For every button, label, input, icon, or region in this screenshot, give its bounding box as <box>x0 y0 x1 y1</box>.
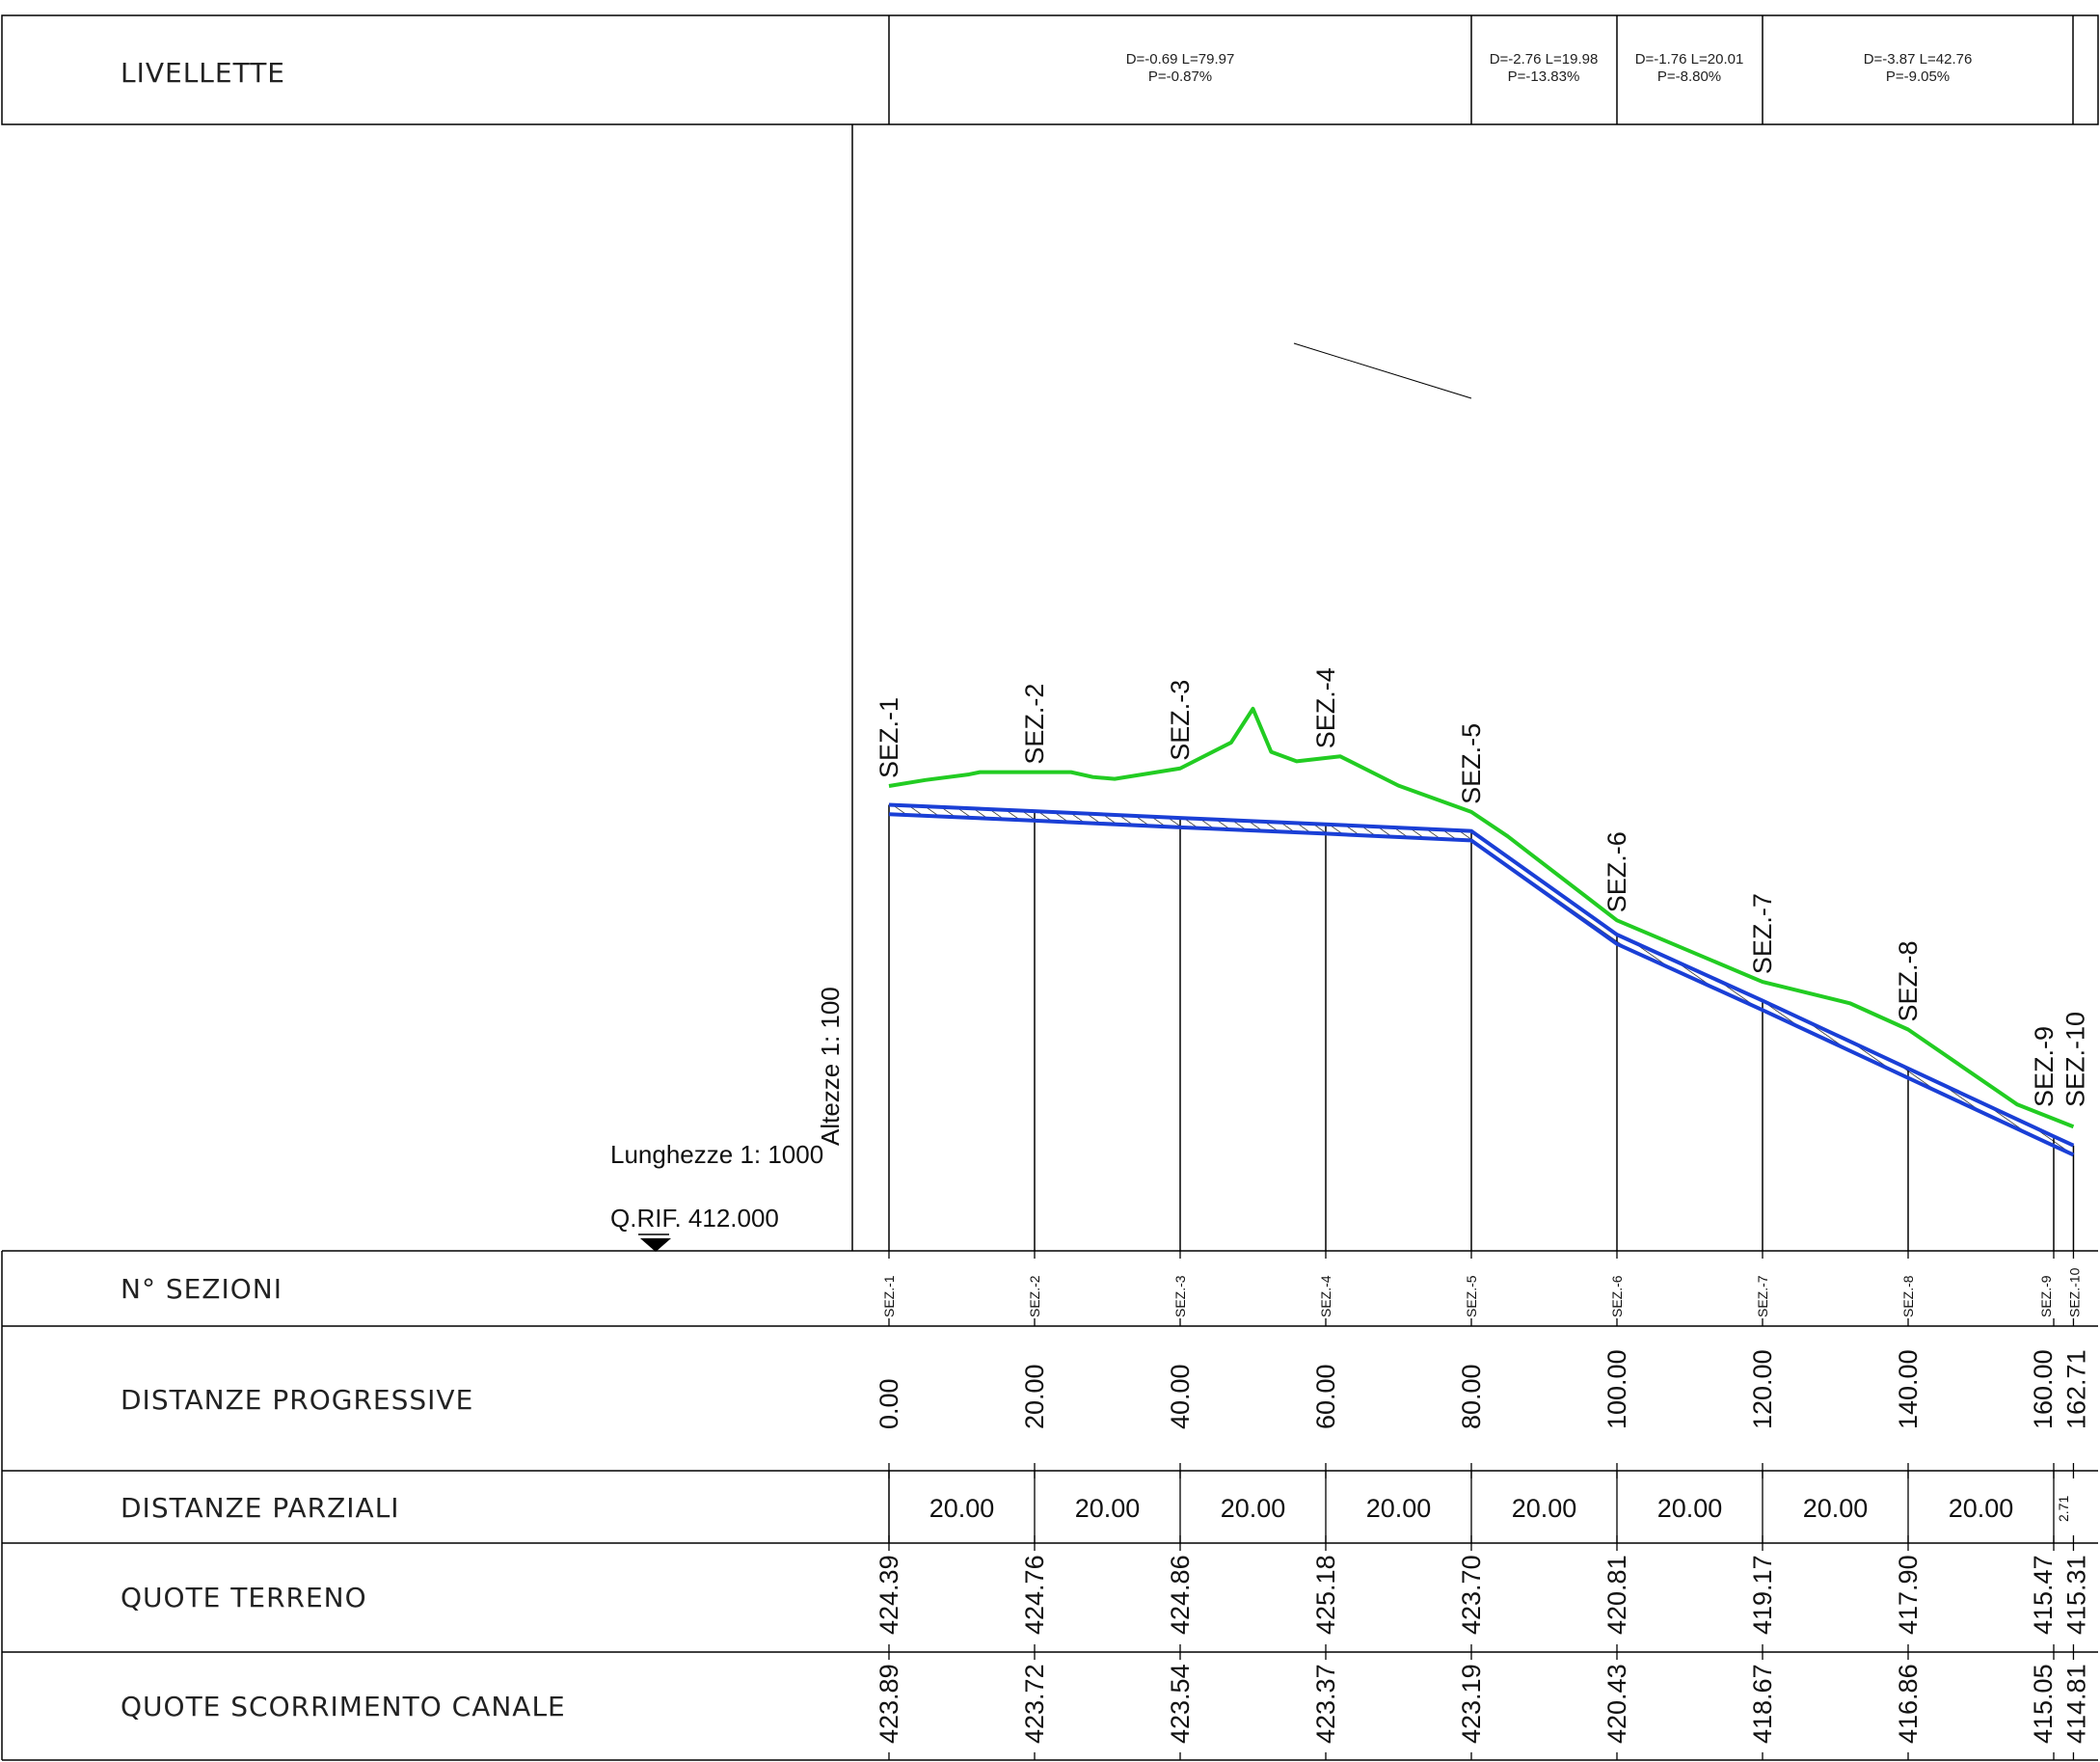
section-label: SEZ.-5 <box>1457 723 1486 804</box>
livelletta-1-line1: D=-0.69 L=79.97 <box>1126 51 1235 68</box>
sezione-cell: SEZ.-9 <box>2038 1275 2054 1317</box>
progressive-cell: 80.00 <box>1457 1364 1486 1429</box>
channel-cell: 423.89 <box>875 1664 903 1744</box>
section-label: SEZ.-6 <box>1602 831 1631 912</box>
sezione-cell: SEZ.-10 <box>2066 1267 2082 1317</box>
progressive-cell: 40.00 <box>1166 1364 1195 1429</box>
sezione-cell: SEZ.-3 <box>1172 1275 1188 1317</box>
terrain-profile <box>888 706 2075 1129</box>
progressive-cell: 0.00 <box>875 1378 903 1429</box>
progressive-cell: 160.00 <box>2029 1349 2058 1429</box>
livellette-label: LIVELLETTE <box>121 57 285 89</box>
channel-cell: 414.81 <box>2061 1664 2090 1744</box>
sezione-cell: SEZ.-8 <box>1900 1275 1916 1317</box>
section-label: SEZ.-9 <box>2030 1026 2059 1107</box>
channel-profile <box>888 342 2075 1157</box>
partial-cell: 20.00 <box>1657 1494 1723 1523</box>
channel-cell: 416.86 <box>1894 1664 1923 1744</box>
sezione-cell: SEZ.-4 <box>1318 1275 1333 1317</box>
section-lines <box>888 804 2075 1760</box>
channel-cell: 423.37 <box>1311 1664 1340 1744</box>
terrain-cell: 415.31 <box>2061 1555 2090 1635</box>
sezione-cell: SEZ.-6 <box>1609 1275 1625 1317</box>
livelletta-3-line1: D=-1.76 L=20.01 <box>1635 51 1744 68</box>
sezione-cell: SEZ.-7 <box>1755 1275 1770 1317</box>
canale-label: QUOTE SCORRIMENTO CANALE <box>121 1691 566 1722</box>
progressive-cell: 162.71 <box>2061 1349 2090 1429</box>
terrain-cell: 419.17 <box>1748 1555 1777 1635</box>
partial-cell: 2.71 <box>2056 1496 2071 1522</box>
section-label: SEZ.-10 <box>2060 1012 2089 1107</box>
terrain-cell: 424.86 <box>1166 1555 1195 1635</box>
channel-cell: 423.54 <box>1166 1664 1195 1744</box>
progressive-cell: 20.00 <box>1020 1364 1049 1429</box>
partial-cell: 20.00 <box>1075 1494 1141 1523</box>
reference-level-marker <box>640 1238 671 1252</box>
partial-cell: 20.00 <box>1803 1494 1869 1523</box>
section-label: SEZ.-1 <box>875 697 903 778</box>
sezione-cell: SEZ.-1 <box>881 1275 897 1317</box>
progressive-cell: 120.00 <box>1748 1349 1777 1429</box>
terrain-cell: 417.90 <box>1894 1555 1923 1635</box>
section-label: SEZ.-2 <box>1020 684 1049 765</box>
partial-cell: 20.00 <box>1512 1494 1577 1523</box>
terrain-line <box>888 706 2075 1129</box>
channel-cell: 420.43 <box>1602 1664 1631 1744</box>
progressive-cell: 140.00 <box>1894 1349 1923 1429</box>
livelletta-2-line2: P=-13.83% <box>1508 68 1580 85</box>
channel-cell: 423.72 <box>1020 1664 1049 1744</box>
terreno-label: QUOTE TERRENO <box>121 1582 367 1613</box>
sezione-cell: SEZ.-5 <box>1464 1275 1479 1317</box>
sezione-cell: SEZ.-2 <box>1027 1275 1042 1317</box>
livelletta-2-line1: D=-2.76 L=19.98 <box>1490 51 1599 68</box>
partial-cell: 20.00 <box>929 1494 995 1523</box>
table-frame <box>1 14 2099 1761</box>
channel-cell: 418.67 <box>1748 1664 1777 1744</box>
sezioni-label: N° SEZIONI <box>121 1273 283 1305</box>
progressive-cell: 100.00 <box>1602 1349 1631 1429</box>
livelletta-4-line1: D=-3.87 L=42.76 <box>1864 51 1973 68</box>
section-label: SEZ.-3 <box>1166 680 1195 761</box>
terrain-cell: 423.70 <box>1457 1555 1486 1635</box>
terrain-cell: 420.81 <box>1602 1555 1631 1635</box>
progressive-label: DISTANZE PROGRESSIVE <box>121 1384 473 1416</box>
partial-cell: 20.00 <box>1366 1494 1432 1523</box>
channel-bottom-line <box>888 812 2075 1157</box>
channel-cell: 415.05 <box>2029 1664 2058 1744</box>
terrain-cell: 425.18 <box>1311 1555 1340 1635</box>
channel-top-line <box>888 802 2075 1148</box>
parziali-label: DISTANZE PARZIALI <box>121 1492 400 1524</box>
partial-cell: 20.00 <box>1949 1494 2014 1523</box>
livelletta-1-line2: P=-0.87% <box>1148 68 1212 85</box>
construction-line <box>1293 342 1472 399</box>
terrain-cell: 424.76 <box>1020 1555 1049 1635</box>
lengths-scale-note: Lunghezze 1: 1000 <box>610 1140 823 1169</box>
channel-cell: 423.19 <box>1457 1664 1486 1744</box>
section-label: SEZ.-4 <box>1311 667 1340 748</box>
terrain-cell: 424.39 <box>875 1555 903 1635</box>
profile-labels: SEZ.-1 SEZ.-2 SEZ.-3 SEZ.-4 SEZ.-5 SEZ.-6 SEZ.… <box>875 667 2090 1744</box>
section-label: SEZ.-7 <box>1748 893 1777 974</box>
terrain-cell: 415.47 <box>2029 1555 2058 1635</box>
livelletta-3-line2: P=-8.80% <box>1657 68 1721 85</box>
partial-cell: 20.00 <box>1221 1494 1286 1523</box>
section-label: SEZ.-8 <box>1894 940 1923 1021</box>
livelletta-4-line2: P=-9.05% <box>1886 68 1950 85</box>
reference-level-note: Q.RIF. 412.000 <box>610 1204 779 1233</box>
heights-scale-note: Altezze 1: 100 <box>816 987 845 1146</box>
progressive-cell: 60.00 <box>1311 1364 1340 1429</box>
